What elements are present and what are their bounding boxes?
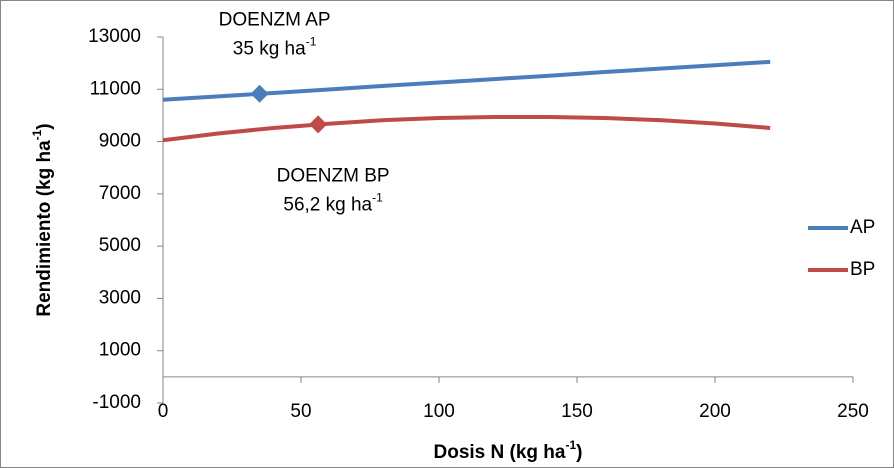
annotation: DOENZM AP: [219, 10, 331, 31]
text-part: ): [34, 123, 55, 129]
superscript: -1: [30, 129, 44, 140]
y-tick-label: 11000: [90, 78, 141, 99]
text-part: 56,2 kg ha: [283, 194, 372, 215]
y-tick-label: 9000: [99, 131, 141, 152]
series-line: [162, 114, 771, 143]
y-tick-label: 1000: [99, 340, 141, 361]
annotation: 56,2 kg ha-1: [283, 190, 383, 215]
y-axis-label: Rendimiento (kg ha-1): [30, 123, 55, 316]
text-part: DOENZM AP: [219, 10, 331, 31]
superscript: -1: [372, 190, 383, 204]
legend-label: BP: [850, 259, 875, 280]
y-tick-label: 3000: [99, 287, 141, 308]
x-tick-label: 150: [561, 401, 593, 422]
text-part: Dosis N (kg ha: [434, 442, 566, 463]
y-tick-label: 13000: [88, 26, 141, 47]
superscript: -1: [306, 35, 317, 49]
x-axis-label: Dosis N (kg ha-1): [434, 438, 583, 463]
y-tick-label: -1000: [92, 392, 141, 413]
x-tick-label: 50: [290, 401, 311, 422]
marker: [250, 84, 269, 103]
text-part: 35 kg ha: [233, 39, 306, 60]
marker: [309, 115, 328, 134]
text-part: Rendimiento (kg ha: [34, 140, 55, 317]
x-tick-label: 250: [837, 401, 869, 422]
y-tick-label: 7000: [99, 183, 141, 204]
x-tick-label: 0: [158, 401, 169, 422]
x-tick-label: 100: [423, 401, 455, 422]
legend-label: AP: [850, 217, 875, 238]
annotation: DOENZM BP: [277, 165, 390, 186]
x-tick-label: 200: [699, 401, 731, 422]
text-part: DOENZM BP: [277, 165, 390, 186]
y-tick-label: 5000: [99, 235, 141, 256]
annotation: 35 kg ha-1: [233, 35, 317, 60]
text-part: ): [576, 442, 582, 463]
superscript: -1: [565, 438, 576, 452]
